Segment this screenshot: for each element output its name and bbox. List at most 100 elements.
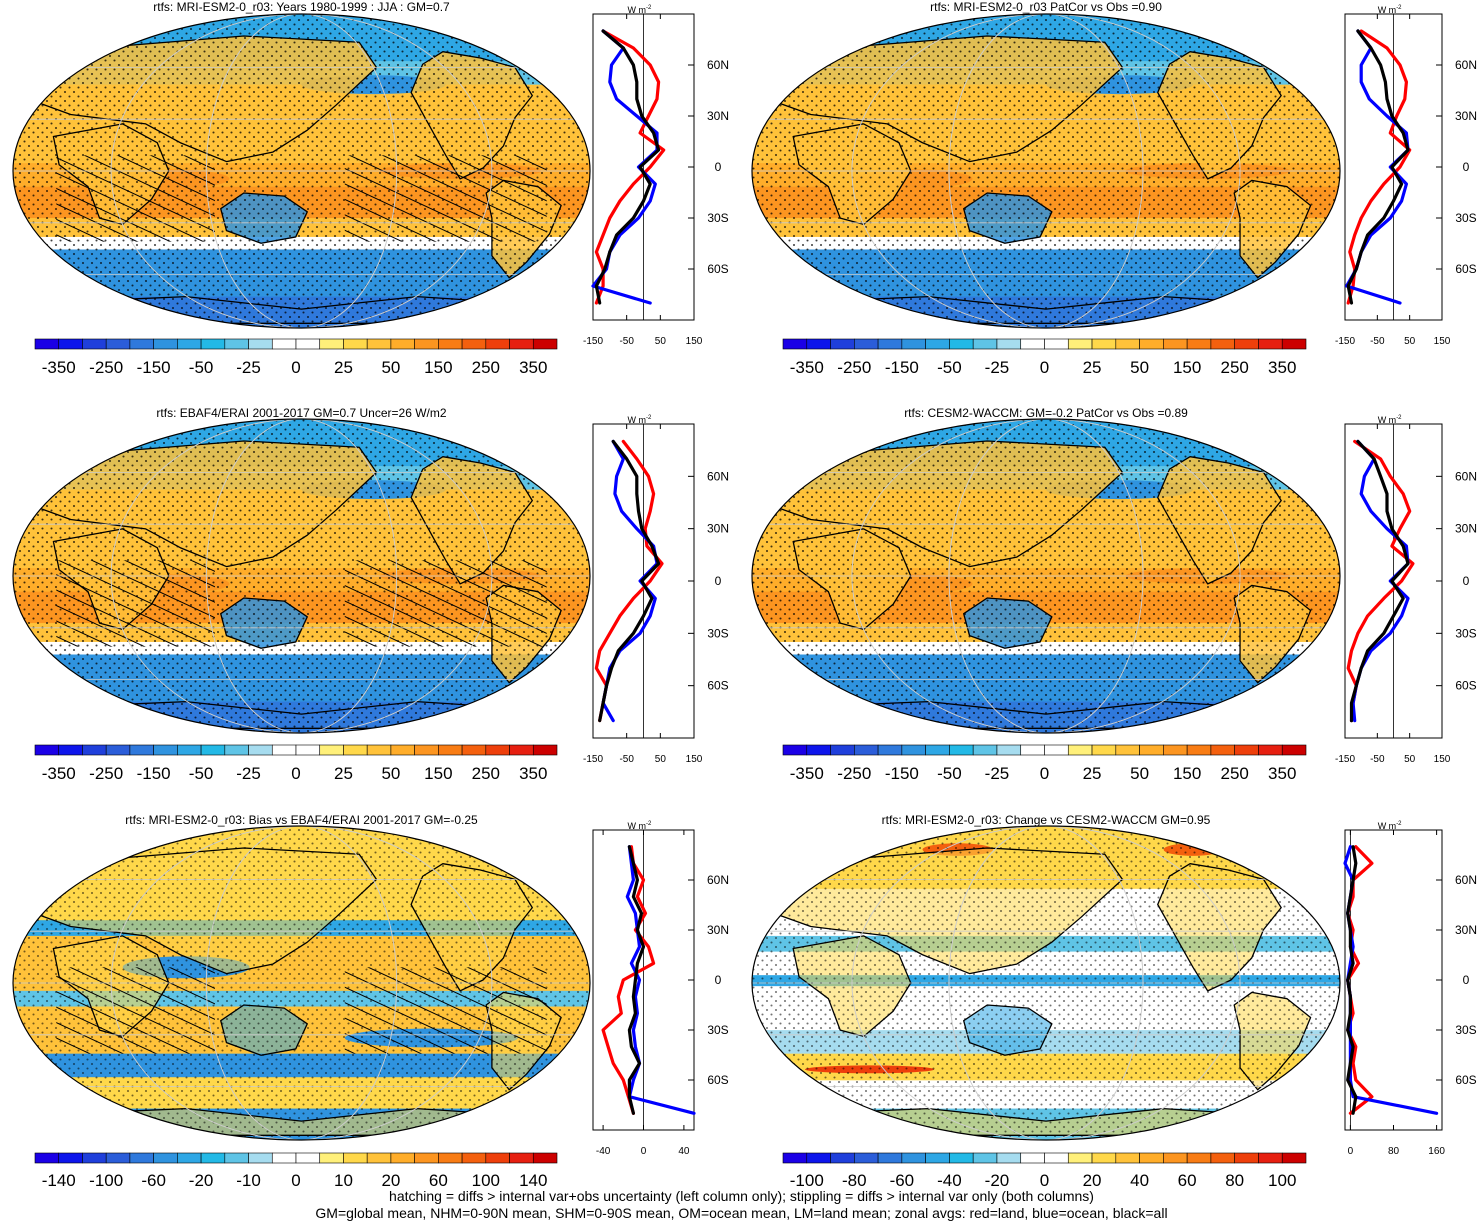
colorbar-swatch [153, 1152, 178, 1164]
zonal-profile: 60N 30N 0 30S 60S -150 -50 50 150 W m-2 [1335, 415, 1477, 765]
profile-xtick-label: 50 [655, 336, 667, 347]
colorbar-swatch [224, 338, 249, 350]
colorbar-swatch [34, 338, 60, 350]
colorbar-label: -25 [236, 358, 261, 377]
colorbar-swatch [414, 338, 439, 350]
map-border [751, 418, 1341, 734]
colorbar-swatch [1067, 744, 1093, 756]
profile-ytick-label: 30S [707, 626, 728, 640]
colorbar-swatch [295, 1152, 321, 1164]
footer-legend-note: GM=global mean, NHM=0-90N mean, SHM=0-90… [315, 1205, 1168, 1221]
hatching [56, 155, 215, 242]
colorbar-swatch [34, 1152, 60, 1164]
colorbar-swatch [1020, 338, 1045, 350]
colorbar-swatch [319, 744, 344, 756]
land-series-line [594, 29, 666, 305]
panel-title: rtfs: MRI-ESM2-0_r03 PatCor vs Obs =0.90 [930, 0, 1162, 14]
panel-6: rtfs: MRI-ESM2-0_r03: Change vs CESM2-WA… [751, 813, 1477, 1190]
profile-xtick-label: -40 [596, 1146, 611, 1157]
colorbar-swatch [343, 1152, 368, 1164]
land-series-line [601, 845, 656, 1115]
colorbar-swatch [806, 744, 831, 756]
colorbar-label: 25 [334, 358, 353, 377]
profile-xtick-label: 150 [686, 754, 703, 765]
colorbar-swatch [1281, 1152, 1307, 1164]
colorbar-swatch [806, 338, 831, 350]
colorbar-swatch [1210, 744, 1235, 756]
colorbar-swatch [1281, 338, 1307, 350]
graticule-meridian [948, 14, 1144, 328]
colorbar-swatch [1115, 744, 1140, 756]
profile-ytick-label: 60S [1455, 679, 1476, 693]
colorbar-swatch [200, 1152, 226, 1164]
colorbar-swatch [414, 744, 439, 756]
colorbar-label: 20 [381, 1171, 400, 1190]
colorbar-label: 25 [334, 764, 353, 783]
colorbar-swatch [972, 338, 998, 350]
profile-xtick-label: 50 [1404, 336, 1416, 347]
colorbar: -350 -250 -150 -50 -25 0 25 50 150 250 350 [782, 744, 1307, 783]
colorbar-label: 100 [1268, 1171, 1296, 1190]
colorbar-swatch [82, 1152, 107, 1164]
profile-xtick-label: 0 [1348, 1146, 1354, 1157]
colorbar-label: 0 [291, 764, 300, 783]
colorbar-swatch [224, 1152, 249, 1164]
zonal-profile: 60N 30N 0 30S 60S 0 80 160 W m-2 [1343, 821, 1477, 1157]
colorbar-swatch [105, 1152, 131, 1164]
panel-title: rtfs: EBAF4/ERAI 2001-2017 GM=0.7 Uncer=… [156, 406, 446, 420]
graticule-meridian [851, 419, 1241, 733]
colorbar-label: -140 [42, 1171, 76, 1190]
panel-5: rtfs: MRI-ESM2-0_r03: Bias vs EBAF4/ERAI… [12, 813, 729, 1190]
profile-ytick-label: 30S [1455, 211, 1476, 225]
profile-units: W m-2 [628, 5, 652, 15]
profile-ytick-label: 60N [1455, 469, 1477, 483]
colorbar-swatch [343, 338, 368, 350]
colorbar-label: 10 [334, 1171, 353, 1190]
colorbar-label: 150 [424, 764, 452, 783]
colorbar-label: -250 [89, 764, 123, 783]
colorbar-swatch [1186, 1152, 1212, 1164]
colorbar-label: -100 [790, 1171, 824, 1190]
colorbar-swatch [782, 744, 808, 756]
colorbar-swatch [295, 744, 321, 756]
colorbar-swatch [366, 744, 392, 756]
profile-ytick-label: 30N [1455, 923, 1477, 937]
profile-ytick-label: 30N [707, 522, 729, 536]
colorbar-swatch [129, 744, 154, 756]
zonal-profile: 60N 30N 0 30S 60S -150 -50 50 150 W m-2 [1335, 5, 1477, 347]
colorbar-swatch [1044, 338, 1069, 350]
profile-ytick-label: 30S [707, 1023, 728, 1037]
colorbar-label: -20 [985, 1171, 1010, 1190]
profile-units: W m-2 [1378, 5, 1402, 15]
all-series-line [1346, 845, 1358, 1115]
colorbar-label: -40 [937, 1171, 962, 1190]
colorbar-swatch [830, 338, 855, 350]
profile-xtick-label: -150 [1335, 754, 1355, 765]
colorbar-swatch [271, 744, 297, 756]
all-series-line [594, 29, 661, 305]
profile-xtick-label: -50 [1370, 336, 1385, 347]
profile-xtick-label: -150 [1335, 336, 1355, 347]
colorbar-swatch [509, 744, 534, 756]
colorbar-label: -250 [89, 358, 123, 377]
colorbar-label: 0 [1040, 1171, 1049, 1190]
colorbar-swatch [972, 1152, 998, 1164]
profile-units: W m-2 [628, 821, 652, 831]
graticule-meridian [948, 419, 1144, 733]
profile-xtick-label: 50 [1404, 754, 1416, 765]
profile-xtick-label: 150 [1434, 336, 1451, 347]
graticule-meridian [851, 14, 1241, 328]
colorbar-swatch [485, 338, 510, 350]
profile-ytick-label: 0 [1463, 973, 1470, 987]
colorbar-label: 250 [472, 358, 500, 377]
profile-units: W m-2 [1378, 821, 1402, 831]
land-series-line [594, 439, 664, 723]
colorbar-swatch [248, 338, 273, 350]
colorbar-label: -150 [137, 764, 171, 783]
colorbar-label: 350 [1268, 764, 1296, 783]
colorbar-label: 60 [1178, 1171, 1197, 1190]
colorbar-swatch [200, 744, 226, 756]
colorbar-swatch [1163, 744, 1188, 756]
zonal-profile: 60N 30N 0 30S 60S -150 -50 50 150 W m-2 [583, 5, 729, 347]
colorbar-label: -250 [837, 358, 871, 377]
